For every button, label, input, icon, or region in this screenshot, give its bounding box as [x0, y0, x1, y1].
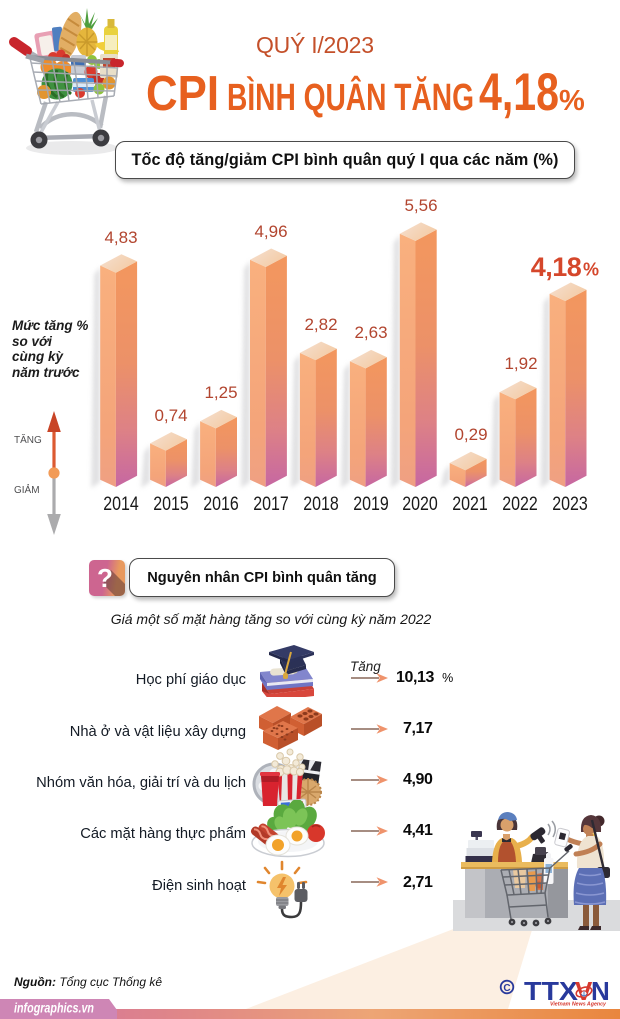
svg-text:4,18: 4,18 — [479, 63, 559, 122]
svg-text:2017: 2017 — [253, 494, 289, 515]
svg-text:0,74: 0,74 — [154, 406, 187, 425]
svg-text:infographics.vn: infographics.vn — [14, 1001, 94, 1016]
svg-text:2019: 2019 — [353, 494, 389, 515]
svg-text:2015: 2015 — [153, 494, 189, 515]
svg-text:2014: 2014 — [103, 494, 139, 515]
svg-text:2022: 2022 — [502, 494, 538, 515]
svg-text:CPI: CPI — [146, 67, 219, 121]
svg-text:4,83: 4,83 — [104, 228, 137, 247]
svg-text:2018: 2018 — [303, 494, 339, 515]
svg-text:2016: 2016 — [203, 494, 239, 515]
svg-text:%: % — [583, 260, 599, 280]
svg-text:2,63: 2,63 — [354, 323, 387, 342]
svg-text:1,25: 1,25 — [204, 383, 237, 402]
svg-text:4,96: 4,96 — [254, 222, 287, 241]
svg-text:QUÝ I/2023: QUÝ I/2023 — [256, 32, 374, 58]
svg-text:2023: 2023 — [552, 494, 588, 515]
svg-text:Vietnam News Agency: Vietnam News Agency — [550, 1002, 607, 1008]
svg-text:2021: 2021 — [452, 494, 488, 515]
svg-text:?: ? — [97, 563, 113, 593]
svg-text:TTX: TTX — [524, 976, 579, 1006]
svg-text:BÌNH QUÂN TĂNG: BÌNH QUÂN TĂNG — [227, 75, 474, 119]
svg-text:C: C — [503, 983, 510, 994]
svg-text:0,29: 0,29 — [454, 425, 487, 444]
svg-text:N: N — [591, 976, 610, 1006]
svg-text:2,82: 2,82 — [304, 315, 337, 334]
svg-text:5,56: 5,56 — [404, 196, 437, 215]
svg-text:%: % — [559, 85, 585, 117]
svg-text:2020: 2020 — [402, 494, 438, 515]
svg-text:4,18: 4,18 — [531, 252, 582, 282]
svg-text:1,92: 1,92 — [504, 354, 537, 373]
